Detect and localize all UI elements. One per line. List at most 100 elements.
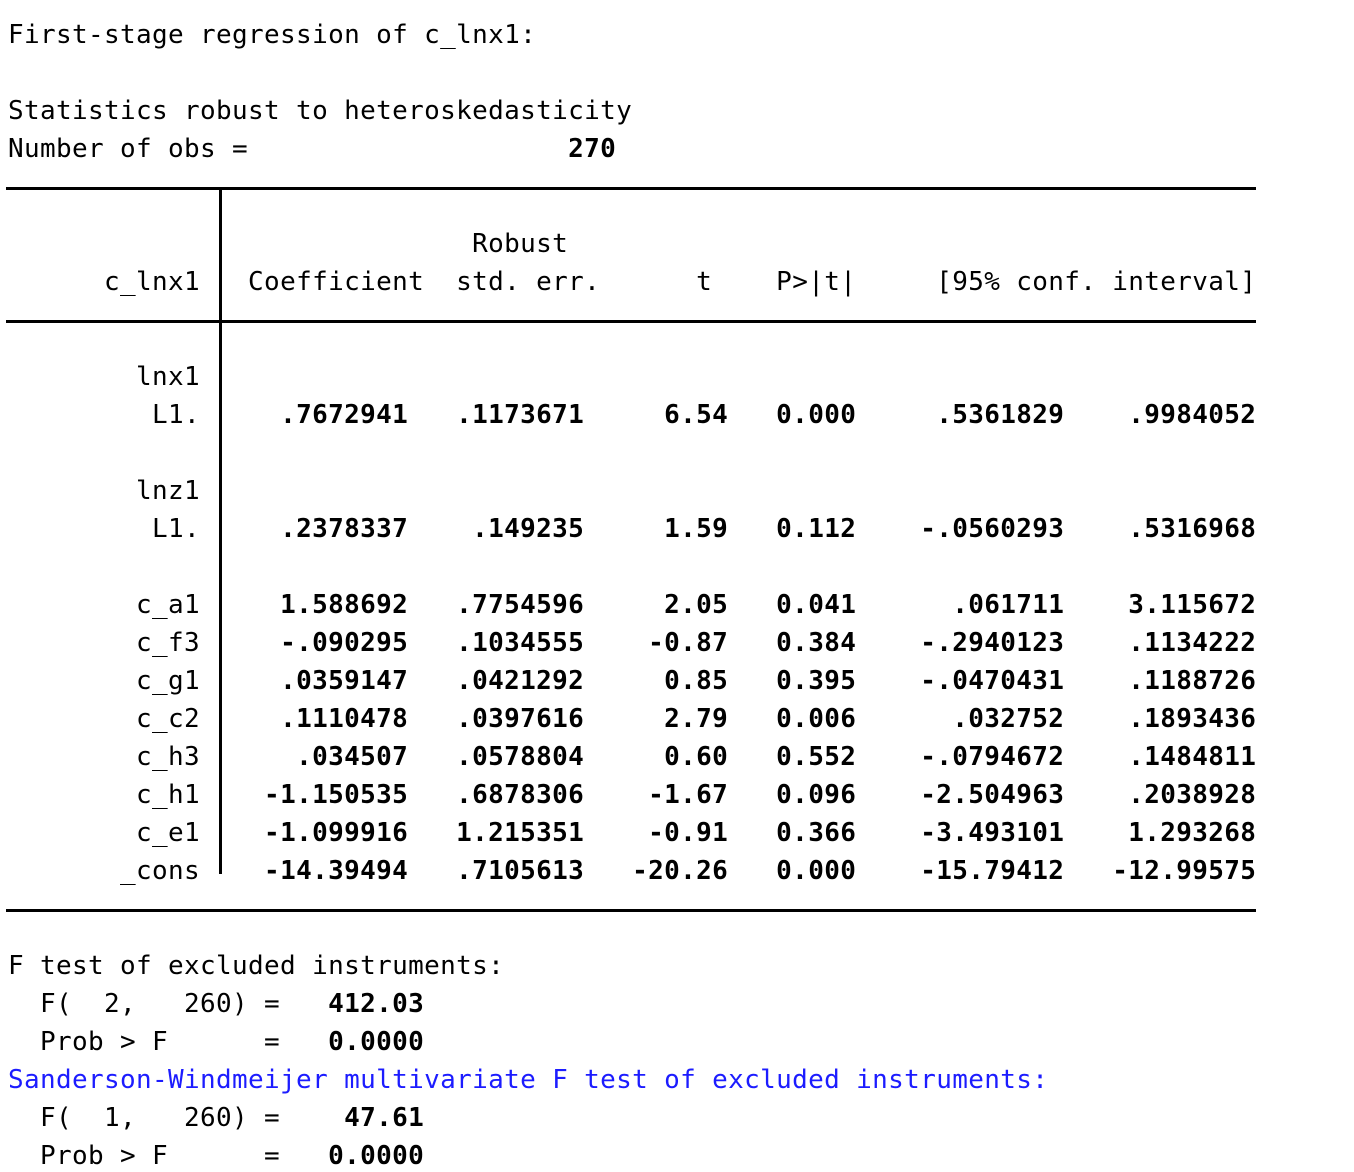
- table-row-text: .1188726: [1064, 666, 1257, 696]
- table-spacer-row: [8, 548, 1256, 586]
- table-row-text: -15.79412: [856, 856, 1065, 886]
- table-row: L1. .2378337 .149235 1.59 0.112 -.056029…: [8, 510, 1256, 548]
- table-row-text: .0397616: [408, 704, 585, 734]
- f-test-f-line: F( 2, 260) = 412.03: [8, 985, 1256, 1023]
- col-header-coefficient: Coefficient: [200, 267, 425, 297]
- table-mid-rule: [6, 320, 1256, 358]
- table-row-text: .1173671: [408, 400, 585, 430]
- table-row: c_e1 -1.099916 1.215351 -0.91 0.366 -3.4…: [8, 814, 1256, 852]
- table-row-text: -2.504963: [856, 780, 1065, 810]
- table-row-text: .7754596: [408, 590, 585, 620]
- table-row-text: .149235: [408, 514, 585, 544]
- col-header-t: t: [600, 267, 713, 297]
- table-row-text: .1110478: [200, 704, 409, 734]
- sw-test-f-line-text: F( 1, 260) =: [8, 1103, 281, 1133]
- sw-test-prob-line: Prob > F = 0.0000: [8, 1137, 1256, 1172]
- f-test-prob-line-text: 0.0000: [280, 1027, 425, 1057]
- table-row-text: -0.91: [584, 818, 729, 848]
- table-row-text: 0.366: [728, 818, 857, 848]
- table-bottom-rule: [6, 909, 1256, 947]
- column-header-line: c_lnx1 Coefficient std. err. t P>|t| [95…: [8, 263, 1256, 301]
- table-row-text: -1.099916: [200, 818, 409, 848]
- table-row: L1. .7672941 .1173671 6.54 0.000 .536182…: [8, 396, 1256, 434]
- table-row-text: c_f3: [8, 628, 201, 658]
- obs-line: Number of obs = 270: [8, 130, 1256, 168]
- spacer-line: [8, 54, 1256, 92]
- table-row-text: .9984052: [1064, 400, 1257, 430]
- table-row-text: 1.215351: [408, 818, 585, 848]
- table-row-text: .032752: [856, 704, 1065, 734]
- obs-line-text: 270: [248, 134, 617, 164]
- table-row-text: .7672941: [200, 400, 409, 430]
- f-test-prob-line: Prob > F = 0.0000: [8, 1023, 1256, 1061]
- depvar-label: c_lnx1: [8, 267, 201, 297]
- robust-note-line-text: Statistics robust to heteroskedasticity: [8, 96, 633, 126]
- table-row-text: c_h3: [8, 742, 201, 772]
- robust-header-line-text: Robust: [8, 229, 569, 259]
- results-output: First-stage regression of c_lnx1: Statist…: [6, 16, 1257, 1172]
- table-row-text: -20.26: [584, 856, 729, 886]
- f-test-heading-text: F test of excluded instruments:: [8, 951, 505, 981]
- table-row-text: 2.79: [584, 704, 729, 734]
- table-spacer-row: [8, 434, 1256, 472]
- table-row-text: 0.395: [728, 666, 857, 696]
- table-row-text: .5316968: [1064, 514, 1257, 544]
- table-row-text: .0359147: [200, 666, 409, 696]
- table-row: _cons -14.39494 .7105613 -20.26 0.000 -1…: [8, 852, 1256, 890]
- table-row-text: c_e1: [8, 818, 201, 848]
- table-row-text: -.0794672: [856, 742, 1065, 772]
- table-row-text: 0.384: [728, 628, 857, 658]
- f-test-f-line-text: 412.03: [280, 989, 425, 1019]
- col-header-p: P>|t|: [712, 267, 857, 297]
- title-line-text: First-stage regression of c_lnx1:: [8, 20, 537, 50]
- f-test-prob-line-text: Prob > F =: [8, 1027, 281, 1057]
- table-row-text: _cons: [8, 856, 201, 886]
- table-row-text: 1.588692: [200, 590, 409, 620]
- table-row: c_a1 1.588692 .7754596 2.05 0.041 .06171…: [8, 586, 1256, 624]
- table-row-text: -14.39494: [200, 856, 409, 886]
- table-row-text: .1134222: [1064, 628, 1257, 658]
- sw-test-prob-line-text: Prob > F =: [8, 1141, 281, 1171]
- horizontal-rule: [6, 320, 1256, 323]
- title-line: First-stage regression of c_lnx1:: [8, 16, 1256, 54]
- table-row-text: 0.006: [728, 704, 857, 734]
- table-row-text: -.090295: [200, 628, 409, 658]
- table-section-row-text: lnz1: [8, 476, 201, 506]
- sw-test-heading-text: Sanderson-Windmeijer multivariate F test…: [8, 1065, 1049, 1095]
- table-row-text: 0.85: [584, 666, 729, 696]
- table-row-text: .5361829: [856, 400, 1065, 430]
- f-test-f-line-text: F( 2, 260) =: [8, 989, 281, 1019]
- table-row-text: .1034555: [408, 628, 585, 658]
- table-row-text: c_a1: [8, 590, 201, 620]
- table-row-text: L1.: [8, 514, 201, 544]
- table-row-text: .1484811: [1064, 742, 1257, 772]
- table-row-text: c_h1: [8, 780, 201, 810]
- sw-test-heading: Sanderson-Windmeijer multivariate F test…: [8, 1061, 1256, 1099]
- table-row-text: -.2940123: [856, 628, 1065, 658]
- table-row-text: .7105613: [408, 856, 585, 886]
- table-row-text: .6878306: [408, 780, 585, 810]
- table-section-row: lnx1: [8, 358, 1256, 396]
- table-row-text: 1.293268: [1064, 818, 1257, 848]
- f-test-heading: F test of excluded instruments:: [8, 947, 1256, 985]
- table-top-rule: [6, 187, 1256, 225]
- sw-test-f-line-text: 47.61: [280, 1103, 425, 1133]
- table-row-text: 0.041: [728, 590, 857, 620]
- table-row-text: -.0560293: [856, 514, 1065, 544]
- table-row-text: 6.54: [584, 400, 729, 430]
- horizontal-rule: [6, 187, 1256, 190]
- table-row: c_h1 -1.150535 .6878306 -1.67 0.096 -2.5…: [8, 776, 1256, 814]
- sw-test-f-line: F( 1, 260) = 47.61: [8, 1099, 1256, 1137]
- table-row-text: .061711: [856, 590, 1065, 620]
- table-section-row-text: lnx1: [8, 362, 201, 392]
- table-row-text: .1893436: [1064, 704, 1257, 734]
- table-row-text: -3.493101: [856, 818, 1065, 848]
- obs-line-text: Number of obs =: [8, 134, 249, 164]
- table-row-text: 1.59: [584, 514, 729, 544]
- table-row: c_f3 -.090295 .1034555 -0.87 0.384 -.294…: [8, 624, 1256, 662]
- horizontal-rule: [6, 909, 1256, 912]
- table-row-text: 0.60: [584, 742, 729, 772]
- table-row-text: -0.87: [584, 628, 729, 658]
- table-row-text: .2378337: [200, 514, 409, 544]
